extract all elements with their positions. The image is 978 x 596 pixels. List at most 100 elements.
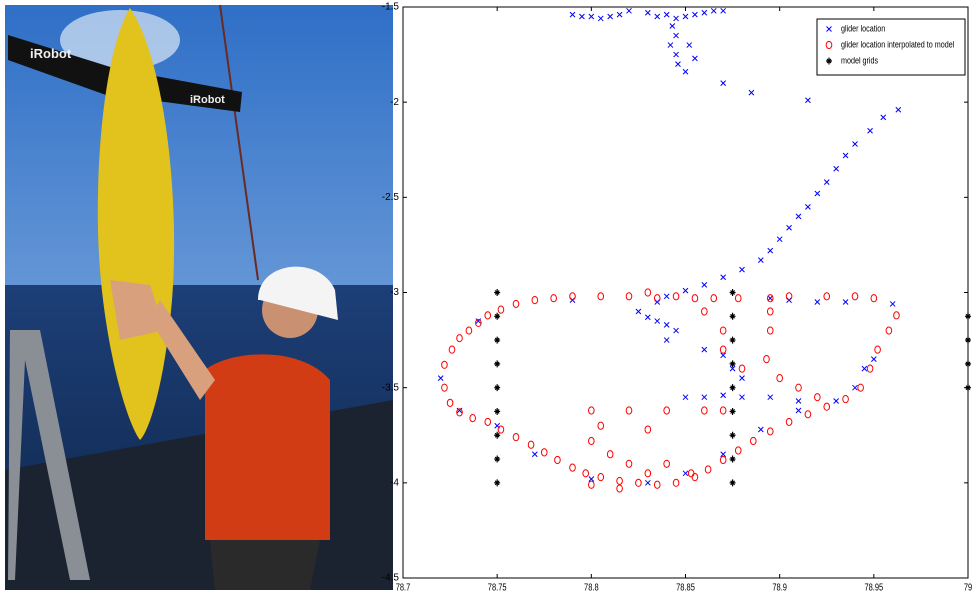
- point: [673, 51, 679, 58]
- point: [766, 307, 774, 316]
- o-marker: [484, 311, 492, 320]
- o-marker: [550, 294, 557, 303]
- point: [729, 336, 736, 344]
- point: [588, 480, 595, 489]
- legend: glider location glider location interpola…: [816, 18, 966, 76]
- point: [673, 327, 679, 334]
- x-marker: [579, 13, 585, 20]
- point: [729, 407, 736, 415]
- point: [720, 274, 727, 281]
- point: [667, 42, 674, 48]
- point: [654, 13, 661, 20]
- point: [748, 89, 755, 96]
- point: [569, 11, 576, 18]
- wing-left: [8, 35, 120, 100]
- o-marker: [719, 455, 727, 465]
- point: [484, 417, 492, 427]
- o-marker: [795, 383, 802, 392]
- cable: [219, 4, 259, 281]
- point: [701, 9, 708, 16]
- point: [767, 394, 774, 401]
- x-marker: [437, 375, 444, 382]
- o-marker: [766, 427, 774, 436]
- point: [597, 15, 604, 22]
- point: [729, 365, 736, 372]
- star-marker: [494, 312, 501, 320]
- o-marker: [672, 478, 680, 487]
- point: [895, 106, 902, 113]
- x-marker: [833, 398, 840, 404]
- x-marker: [663, 322, 670, 328]
- o-marker: [870, 294, 878, 303]
- x-marker: [663, 337, 670, 343]
- x-marker: [757, 257, 764, 263]
- point: [554, 455, 561, 465]
- point: [719, 345, 727, 354]
- x-marker: [673, 51, 679, 58]
- logo: iRobot: [30, 46, 72, 61]
- legend-marker: [825, 40, 833, 50]
- x-marker: [795, 398, 802, 404]
- o-marker: [588, 406, 595, 415]
- x-marker: [757, 426, 764, 433]
- o-marker: [825, 40, 833, 50]
- point: [842, 394, 849, 404]
- x-marker: [870, 356, 877, 362]
- x-marker: [654, 13, 661, 20]
- point: [701, 394, 708, 401]
- x-marker: [692, 11, 698, 18]
- o-marker: [582, 469, 589, 478]
- point: [729, 455, 736, 463]
- point: [531, 296, 539, 305]
- o-marker: [540, 448, 548, 457]
- point: [870, 294, 878, 303]
- o-marker: [785, 417, 793, 427]
- point: [823, 402, 831, 411]
- o-marker: [456, 334, 463, 343]
- point: [861, 365, 868, 372]
- point: [682, 68, 689, 75]
- o-marker: [606, 450, 614, 459]
- point: [569, 292, 576, 301]
- point: [701, 406, 708, 415]
- o-marker: [766, 326, 774, 335]
- point: [701, 282, 708, 288]
- point: [766, 427, 774, 436]
- star-marker: [494, 407, 501, 415]
- point: [686, 42, 693, 48]
- point: [579, 13, 585, 20]
- point: [635, 478, 642, 487]
- o-marker: [734, 294, 742, 303]
- point: [669, 23, 676, 29]
- o-marker: [842, 394, 849, 404]
- x-marker: [588, 13, 595, 20]
- point: [729, 360, 736, 368]
- point: [729, 479, 736, 487]
- point: [870, 356, 877, 362]
- o-marker: [885, 326, 893, 335]
- point: [867, 127, 873, 134]
- arm: [150, 300, 215, 400]
- x-marker: [569, 11, 576, 18]
- point: [757, 257, 764, 263]
- x-marker: [682, 13, 689, 20]
- point: [767, 247, 774, 254]
- o-marker: [446, 398, 454, 407]
- point: [494, 360, 501, 368]
- x-marker: [673, 15, 679, 22]
- point: [673, 32, 679, 39]
- o-marker: [597, 421, 605, 430]
- o-marker: [851, 292, 859, 301]
- point: [494, 455, 501, 463]
- point: [720, 451, 727, 458]
- point: [889, 301, 896, 307]
- point: [672, 292, 680, 301]
- o-marker: [588, 480, 595, 489]
- point: [663, 293, 670, 300]
- x-marker: [895, 106, 902, 113]
- o-marker: [644, 288, 652, 297]
- o-marker: [569, 463, 576, 472]
- point: [607, 13, 614, 20]
- o-marker: [663, 406, 670, 415]
